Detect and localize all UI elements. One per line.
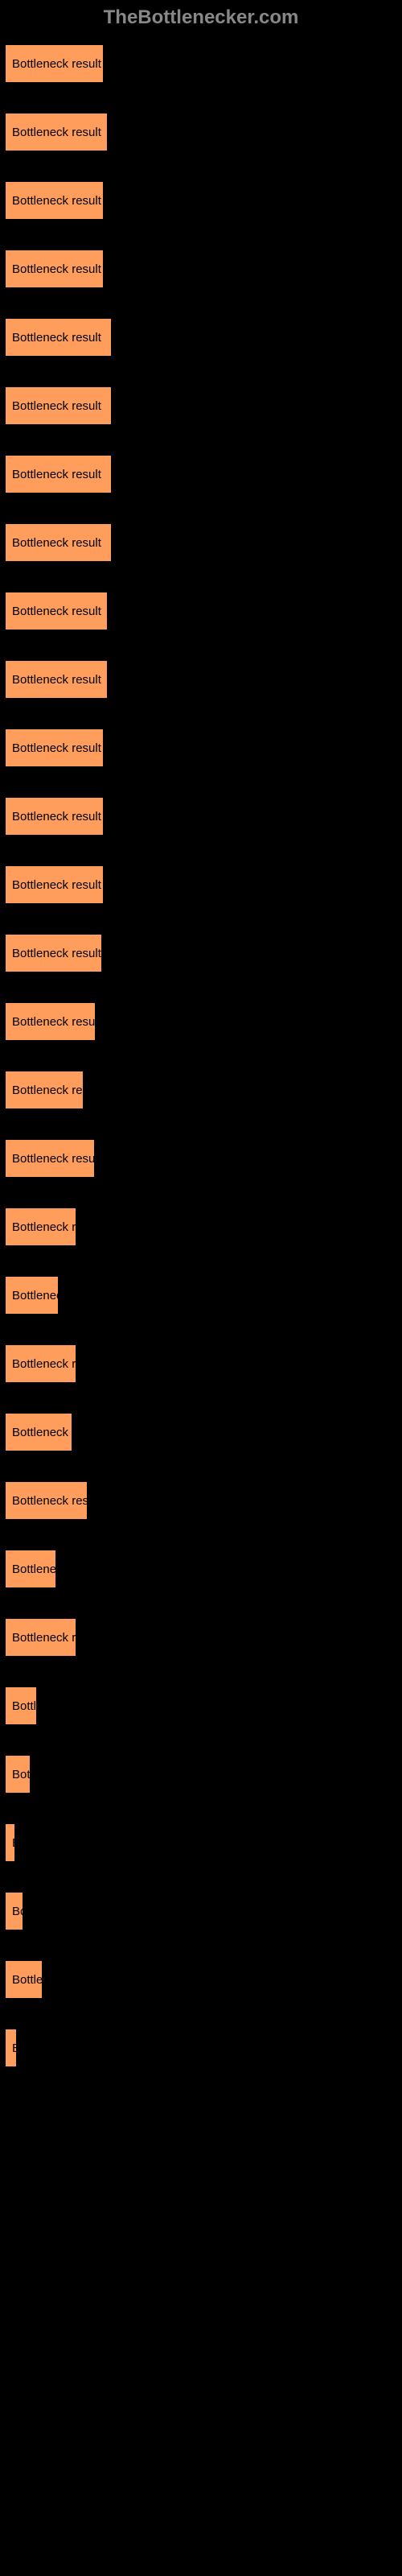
bar-label: Bottleneck result [12,536,101,550]
bar-label: Bottleneck r [12,1426,73,1439]
bar-label: Bottle [12,1973,43,1987]
chart-bar: Bottlene [4,1549,57,1589]
bar-row: B [4,2028,398,2068]
bar-label: Bottleneck re [12,1220,77,1234]
bar-row: Bottleneck re [4,1617,398,1657]
chart-bar: Bottleneck result [4,386,113,426]
bar-label: Bottleneck result [12,262,101,276]
bar-label: Bottleneck result [12,947,101,960]
chart-bar: Bottleneck result [4,43,105,84]
bar-row: Bottleneck res [4,1070,398,1110]
bar-label: Bottleneck result [12,331,101,345]
bar-row: Bottleneck result [4,180,398,221]
chart-bar: Bottleneck result [4,1001,96,1042]
bar-row: Bo [4,1891,398,1931]
bar-row: Bottleneck resu [4,1480,398,1521]
bar-label: Bottleneck result [12,194,101,208]
bar-row: Bottleneck result [4,796,398,836]
bar-chart: Bottleneck result Bottleneck result Bottle… [0,35,402,2104]
bar-row: Bottlenec [4,1275,398,1315]
bar-label: Bottlene [12,1563,56,1576]
bar-label: Bottleneck result [12,878,101,892]
chart-bar: Bottleneck result [4,933,103,973]
chart-bar: B [4,1823,16,1863]
bar-label: Bottleneck result [12,605,101,618]
site-header: TheBottlenecker.com [0,0,402,35]
bar-label: Bottleneck result [12,468,101,481]
chart-bar: Bottleneck result [4,796,105,836]
chart-bar: Bottleneck result [4,1138,96,1179]
chart-bar: Bottleneck result [4,180,105,221]
chart-bar: Bottlenec [4,1275,59,1315]
bar-label: Bottleneck re [12,1631,77,1645]
bar-row: Bottleneck result [4,591,398,631]
bar-row: Bottleneck result [4,1138,398,1179]
chart-bar: Bottle [4,1959,43,2000]
chart-bar: Bottleneck re [4,1207,77,1247]
bar-row: Bottle [4,1959,398,2000]
chart-bar: Bottleneck result [4,317,113,357]
bar-label: Bottleneck re [12,1357,77,1371]
bar-row: Bottleneck result [4,249,398,289]
bar-row: Bottleneck result [4,1001,398,1042]
chart-bar: Bottleneck result [4,865,105,905]
chart-bar: Bottleneck result [4,112,109,152]
bar-row: Bottleneck result [4,43,398,84]
bar-label: Bottleneck result [12,57,101,71]
bar-row: Bottleneck result [4,865,398,905]
chart-bar: Bottleneck result [4,659,109,700]
bar-row: Bottleneck result [4,933,398,973]
chart-bar: Bot [4,1754,31,1794]
bar-row: Bottleneck result [4,317,398,357]
chart-bar: Bottleneck res [4,1070,84,1110]
chart-bar: Bottleneck result [4,249,105,289]
bar-label: Bottleneck res [12,1084,84,1097]
bar-label: Bottleneck result [12,741,101,755]
bar-label: Bottleneck resu [12,1494,88,1508]
bar-label: B [12,2041,18,2055]
chart-bar: Bottleneck r [4,1412,73,1452]
bar-row: Bottleneck result [4,659,398,700]
bar-label: Bot [12,1768,31,1781]
bar-label: Bottleneck result [12,399,101,413]
bar-label: Bottleneck result [12,810,101,824]
bar-row: Bottleneck re [4,1344,398,1384]
bar-row: Bottlene [4,1549,398,1589]
chart-bar: Bottleneck re [4,1617,77,1657]
bar-row: Bottleneck result [4,454,398,494]
bar-row: Bot [4,1754,398,1794]
bar-label: Bo [12,1905,24,1918]
chart-bar: B [4,2028,18,2068]
bar-row: Bottleneck result [4,728,398,768]
bar-label: Bottleneck result [12,126,101,139]
chart-bar: Bottleneck result [4,591,109,631]
site-title: TheBottlenecker.com [104,6,299,28]
bar-label: Bottlenec [12,1289,59,1302]
bar-label: Bottleneck result [12,1152,96,1166]
bar-row: Bottl [4,1686,398,1726]
chart-bar: Bo [4,1891,24,1931]
bar-row: B [4,1823,398,1863]
chart-bar: Bottleneck result [4,728,105,768]
bar-label: Bottl [12,1699,36,1713]
chart-bar: Bottl [4,1686,38,1726]
bar-row: Bottleneck result [4,522,398,563]
bar-label: Bottleneck result [12,673,101,687]
bar-label: B [12,1836,16,1850]
bar-row: Bottleneck r [4,1412,398,1452]
bar-label: Bottleneck result [12,1015,96,1029]
chart-bar: Bottleneck result [4,522,113,563]
bar-row: Bottleneck result [4,386,398,426]
chart-bar: Bottleneck resu [4,1480,88,1521]
bar-row: Bottleneck result [4,112,398,152]
chart-bar: Bottleneck re [4,1344,77,1384]
chart-bar: Bottleneck result [4,454,113,494]
bar-row: Bottleneck re [4,1207,398,1247]
